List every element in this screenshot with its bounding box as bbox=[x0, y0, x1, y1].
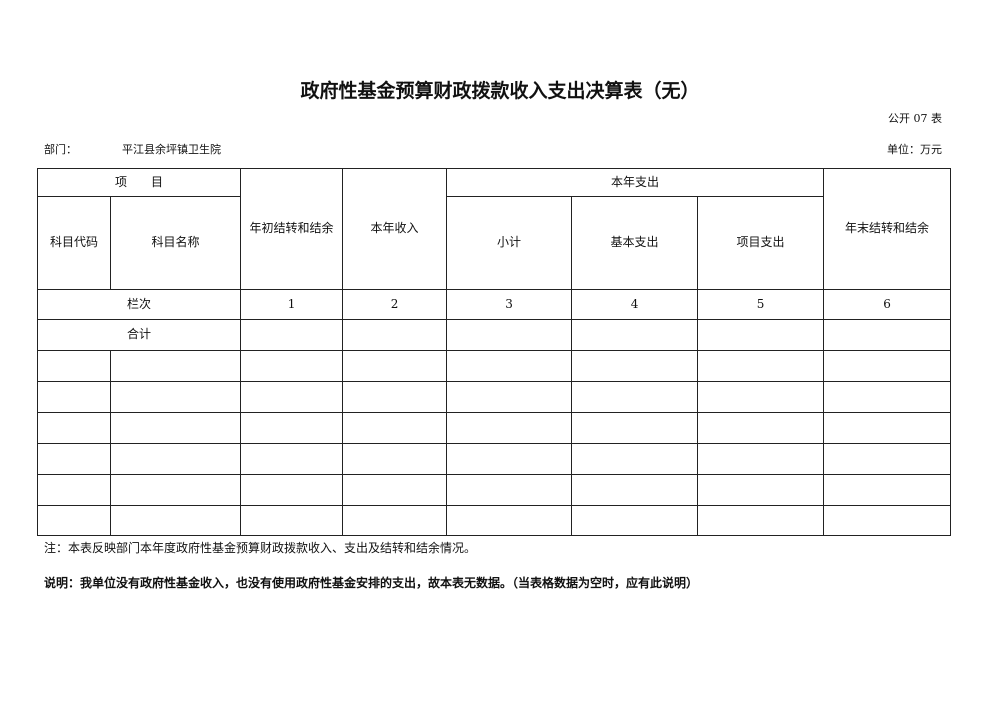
table-cell bbox=[697, 319, 825, 351]
table-cell bbox=[446, 350, 573, 382]
header-expense: 本年支出 bbox=[446, 168, 825, 197]
column-index: 4 bbox=[571, 289, 699, 320]
table-row bbox=[37, 505, 952, 536]
header-subtotal: 小计 bbox=[446, 196, 573, 290]
table-row bbox=[37, 443, 952, 475]
form-number: 公开 07 表 bbox=[888, 112, 942, 125]
table-cell bbox=[240, 443, 344, 475]
total-row: 合计 bbox=[36, 319, 952, 351]
table-cell bbox=[571, 412, 699, 444]
department-label: 部门： bbox=[44, 143, 77, 156]
header-closing-balance: 年末结转和结余 bbox=[823, 168, 952, 290]
column-index: 2 bbox=[342, 289, 448, 320]
table-cell bbox=[342, 505, 448, 536]
table-cell bbox=[697, 505, 825, 536]
table-cell bbox=[446, 319, 573, 351]
table-cell bbox=[37, 443, 111, 475]
table-cell bbox=[823, 443, 952, 475]
table-cell bbox=[697, 350, 825, 382]
table-cell bbox=[342, 319, 448, 351]
table-cell bbox=[342, 474, 448, 506]
column-index: 5 bbox=[697, 289, 825, 320]
table-cell bbox=[446, 443, 573, 475]
table-row bbox=[37, 412, 952, 444]
table-cell bbox=[571, 505, 699, 536]
column-index-row: 栏次 1 2 3 4 5 6 bbox=[36, 289, 952, 320]
header-item: 项 目 bbox=[36, 168, 242, 197]
department-value: 平江县余坪镇卫生院 bbox=[122, 143, 221, 156]
table-cell bbox=[240, 474, 344, 506]
table-row bbox=[37, 350, 952, 382]
table-cell bbox=[446, 412, 573, 444]
table-cell bbox=[109, 474, 242, 506]
column-index-label: 栏次 bbox=[36, 289, 242, 320]
table-cell bbox=[37, 381, 111, 413]
table-cell bbox=[823, 505, 952, 536]
table-cell bbox=[342, 412, 448, 444]
table-cell bbox=[697, 381, 825, 413]
table-cell bbox=[697, 412, 825, 444]
table-cell bbox=[240, 412, 344, 444]
header-subject-name: 科目名称 bbox=[109, 196, 242, 290]
table-row bbox=[37, 381, 952, 413]
table-cell bbox=[342, 350, 448, 382]
table-cell bbox=[823, 474, 952, 506]
table-cell bbox=[240, 505, 344, 536]
unit-label: 单位：万元 bbox=[887, 143, 942, 156]
table-cell bbox=[37, 412, 111, 444]
table-cell bbox=[109, 443, 242, 475]
table-cell bbox=[571, 381, 699, 413]
table-cell bbox=[109, 505, 242, 536]
explanation-text: 说明：我单位没有政府性基金收入，也没有使用政府性基金安排的支出，故本表无数据。（… bbox=[44, 576, 699, 590]
total-label: 合计 bbox=[36, 319, 242, 351]
table-cell bbox=[823, 412, 952, 444]
table-cell bbox=[109, 412, 242, 444]
table-cell bbox=[571, 443, 699, 475]
table-cell bbox=[240, 381, 344, 413]
table-cell bbox=[109, 350, 242, 382]
table-cell bbox=[37, 505, 111, 536]
table-cell bbox=[697, 474, 825, 506]
table-row bbox=[37, 474, 952, 506]
table-cell bbox=[571, 350, 699, 382]
table-cell bbox=[823, 381, 952, 413]
table-cell bbox=[342, 443, 448, 475]
table-cell bbox=[109, 381, 242, 413]
column-index: 6 bbox=[823, 289, 952, 320]
column-index: 3 bbox=[446, 289, 573, 320]
table-cell bbox=[446, 505, 573, 536]
header-project-expense: 项目支出 bbox=[697, 196, 825, 290]
budget-table: 项 目 年初结转和结余 本年收入 本年支出 年末结转和结余 科目代码 科目名称 … bbox=[36, 168, 952, 536]
table-cell bbox=[571, 319, 699, 351]
table-note: 注：本表反映部门本年度政府性基金预算财政拨款收入、支出及结转和结余情况。 bbox=[44, 541, 477, 555]
header-basic-expense: 基本支出 bbox=[571, 196, 699, 290]
table-cell bbox=[37, 350, 111, 382]
page-title: 政府性基金预算财政拨款收入支出决算表（无） bbox=[300, 80, 700, 102]
table-cell bbox=[823, 319, 952, 351]
table-cell bbox=[342, 381, 448, 413]
table-cell bbox=[823, 350, 952, 382]
table-cell bbox=[697, 443, 825, 475]
column-index: 1 bbox=[240, 289, 344, 320]
table-cell bbox=[240, 319, 344, 351]
table-cell bbox=[446, 381, 573, 413]
header-opening-balance: 年初结转和结余 bbox=[240, 168, 344, 290]
header-subject-code: 科目代码 bbox=[37, 196, 111, 290]
table-cell bbox=[240, 350, 344, 382]
table-cell bbox=[37, 474, 111, 506]
table-cell bbox=[571, 474, 699, 506]
table-cell bbox=[446, 474, 573, 506]
header-income: 本年收入 bbox=[342, 168, 448, 290]
